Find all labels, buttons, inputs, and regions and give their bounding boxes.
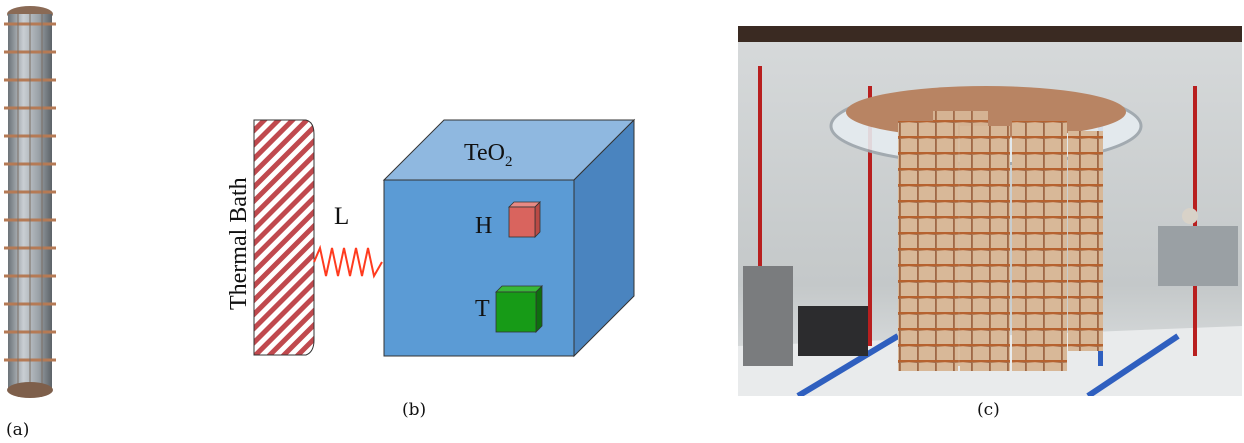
thermal-model-diagram: Thermal Bath L TeO2 H T [226, 118, 636, 358]
detector-towers-photo [738, 26, 1242, 396]
crystal-front-face [383, 179, 575, 357]
thermal-link-label: L [334, 203, 349, 230]
crystal-label: TeO2 [464, 140, 512, 170]
caption-b: (b) [402, 400, 427, 420]
detector-tower-rendering [4, 6, 56, 398]
heater-block [508, 206, 536, 238]
thermal-bath-label: Thermal Bath [226, 177, 252, 310]
thermal-bath-wall [253, 119, 315, 356]
thermistor-block [495, 291, 537, 333]
thermistor-label: T [475, 296, 490, 322]
thermal-link-spring [313, 244, 383, 279]
caption-c: (c) [977, 400, 1000, 420]
caption-a: (a) [6, 420, 30, 440]
crystal-subscript: 2 [505, 154, 513, 170]
heater-label: H [475, 213, 492, 239]
